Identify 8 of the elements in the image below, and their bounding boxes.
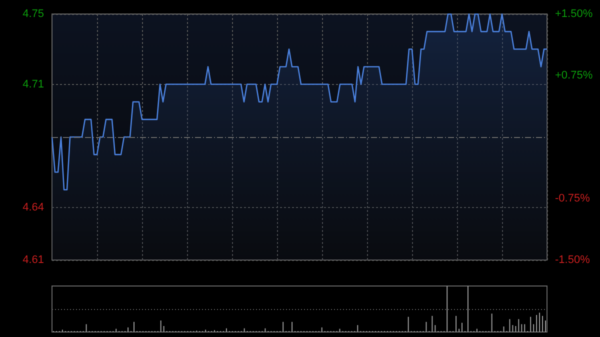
y2-tick-label: -1.50% [555, 254, 590, 266]
y-tick-label: 4.61 [22, 254, 44, 266]
y-tick-label: 4.75 [22, 8, 44, 20]
y2-tick-label: +1.50% [555, 8, 593, 20]
y-tick-label: 4.64 [22, 201, 44, 214]
y-tick-label: 4.71 [22, 78, 44, 90]
y2-tick-label: -0.75% [555, 192, 590, 204]
y2-tick-label: +0.75% [555, 70, 593, 82]
